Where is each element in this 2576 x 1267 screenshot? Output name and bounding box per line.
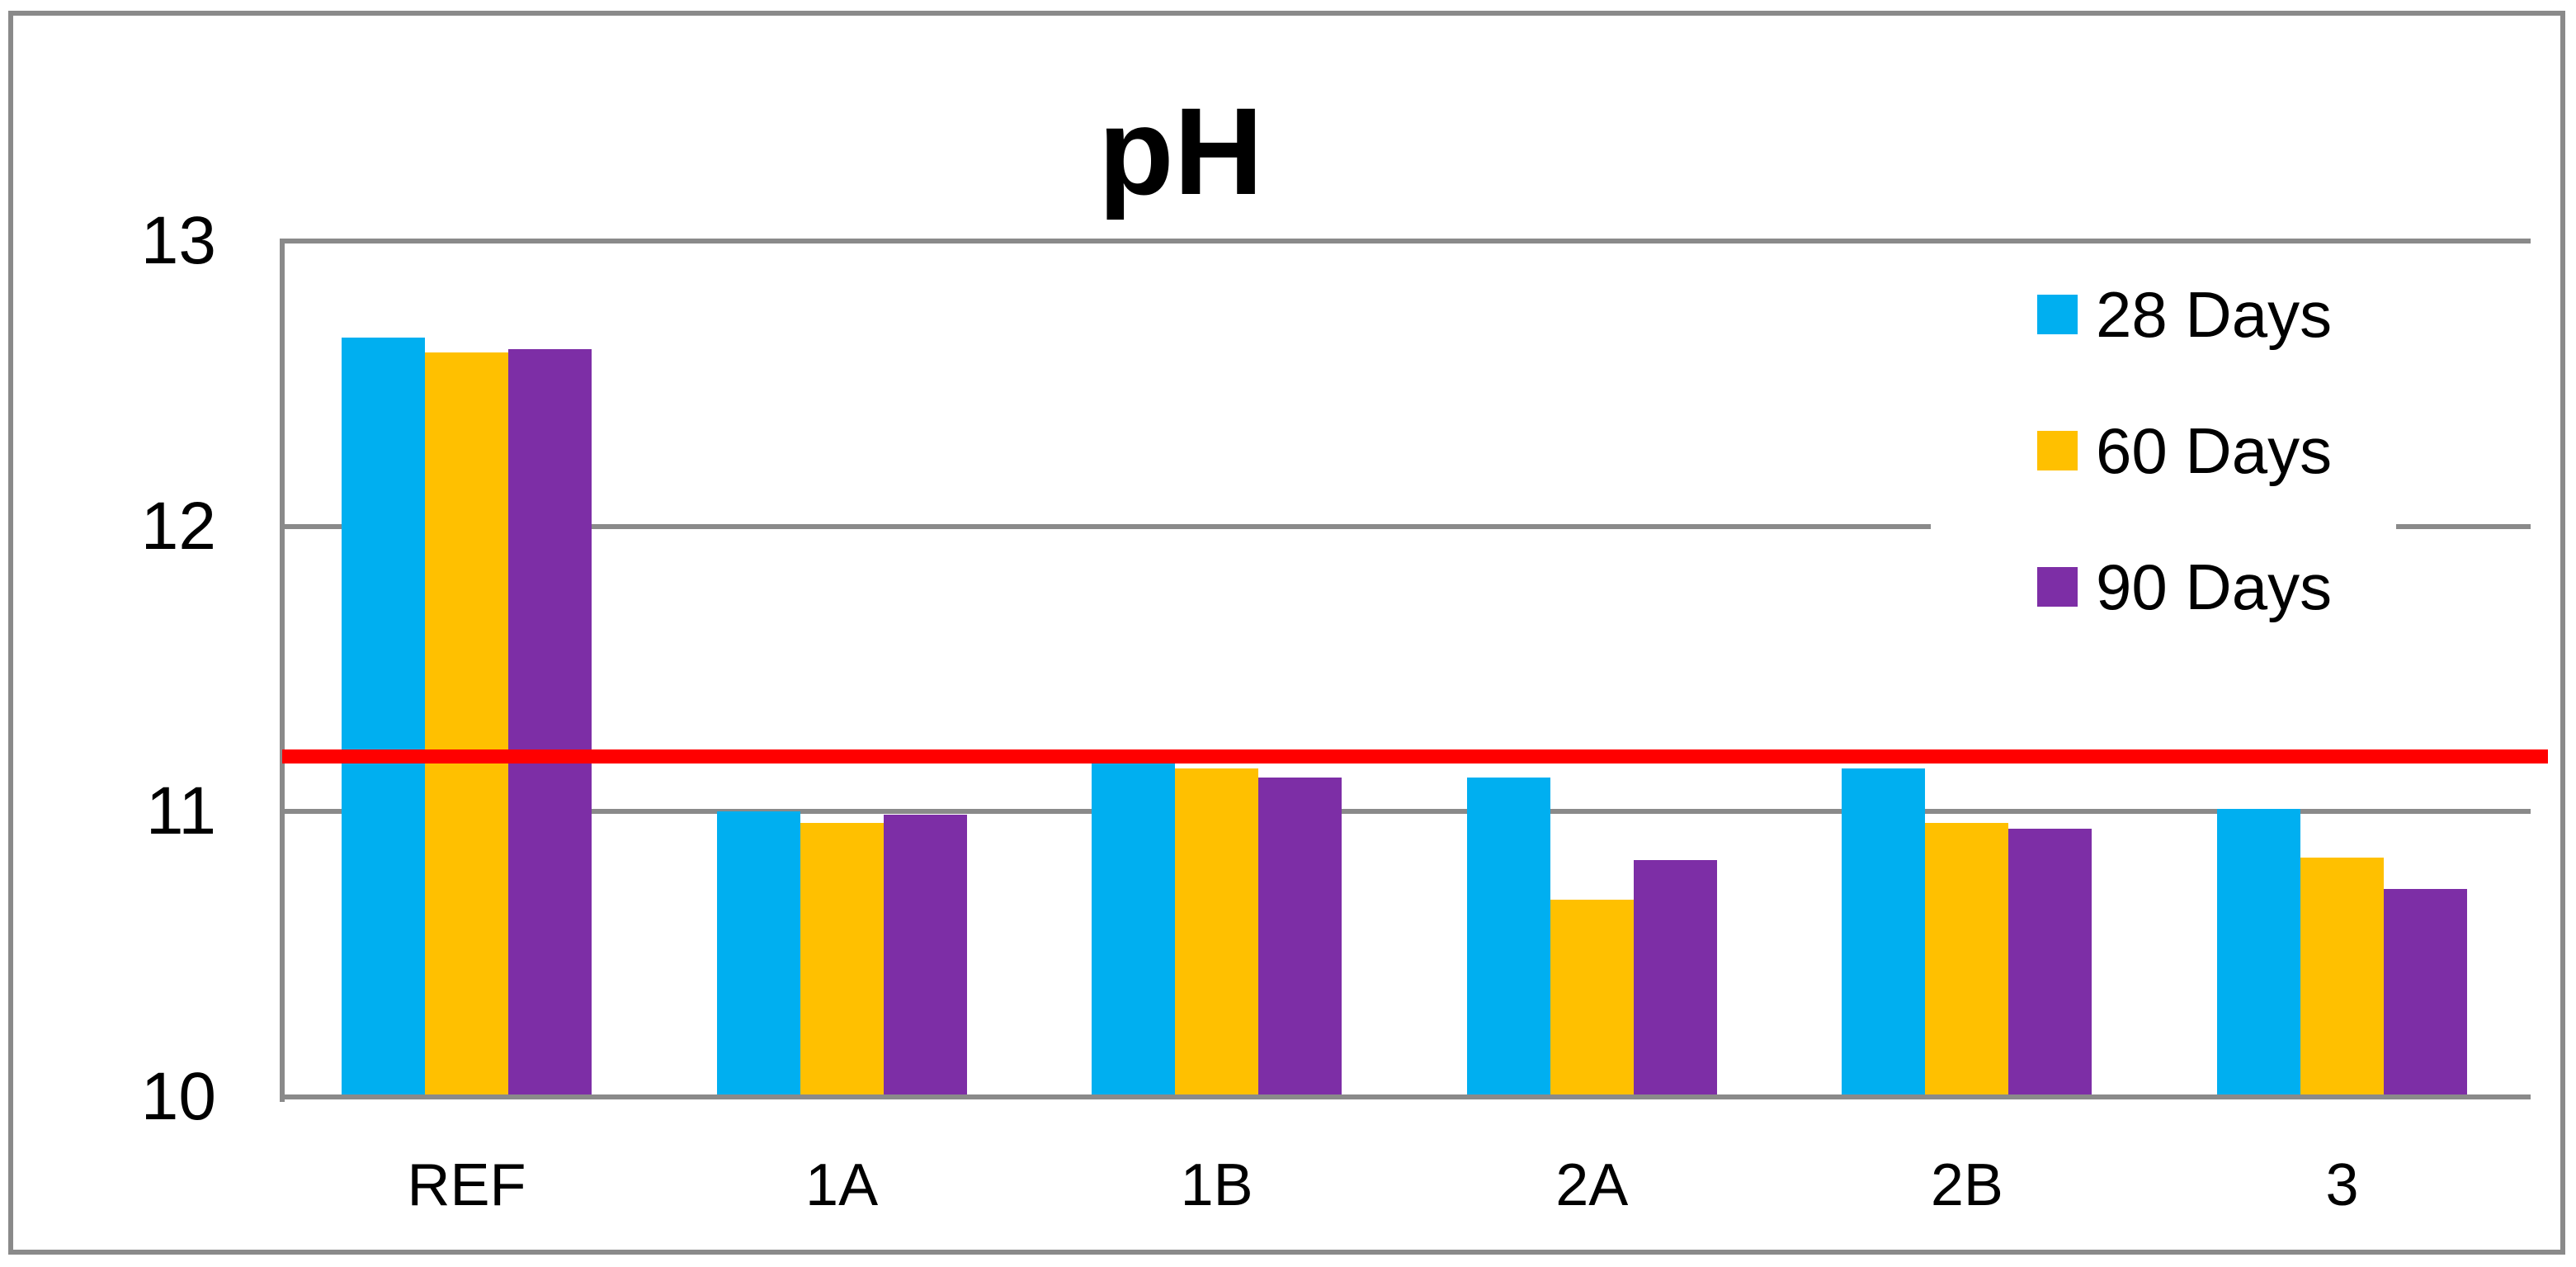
- bar-1b-60-days: [1175, 768, 1259, 1094]
- bar-ref-60-days: [425, 352, 508, 1094]
- bar-2a-28-days: [1466, 777, 1550, 1094]
- legend-swatch-28-days: [2037, 295, 2078, 334]
- bar-2b-90-days: [2008, 829, 2092, 1094]
- bar-2b-60-days: [1925, 823, 2009, 1094]
- bar-3-90-days: [2384, 888, 2467, 1094]
- x-label-1b: 1B: [1180, 1152, 1253, 1218]
- bar-1b-90-days: [1258, 777, 1342, 1094]
- legend-swatch-60-days: [2037, 431, 2078, 470]
- gridline-13: [282, 238, 2531, 243]
- bar-1a-28-days: [716, 811, 800, 1094]
- legend-swatch-90-days: [2037, 567, 2078, 607]
- bar-1b-28-days: [1092, 763, 1176, 1094]
- gridline-11: [282, 809, 2531, 815]
- x-axis-line: [282, 1094, 2531, 1099]
- bar-ref-90-days: [508, 349, 592, 1094]
- legend-label-60-days: 60 Days: [2096, 414, 2333, 487]
- y-axis-line: [280, 238, 285, 1102]
- bar-2a-90-days: [1633, 860, 1717, 1094]
- y-tick-label-12: 12: [140, 488, 216, 564]
- x-label-1a: 1A: [805, 1152, 879, 1218]
- x-label-3: 3: [2325, 1152, 2359, 1218]
- x-label-2b: 2B: [1930, 1152, 2003, 1218]
- legend-label-90-days: 90 Days: [2096, 551, 2333, 623]
- chart-title: pH: [1098, 82, 1263, 220]
- bar-2b-28-days: [1842, 768, 1926, 1094]
- bar-2a-60-days: [1550, 900, 1634, 1094]
- bar-1a-90-days: [883, 814, 967, 1094]
- y-tick-label-13: 13: [140, 202, 216, 278]
- bar-3-60-days: [2300, 857, 2384, 1094]
- x-label-2a: 2A: [1555, 1152, 1629, 1218]
- bar-ref-28-days: [342, 338, 425, 1094]
- y-tick-label-11: 11: [145, 773, 216, 849]
- y-tick-label-10: 10: [140, 1059, 216, 1134]
- bar-3-28-days: [2217, 808, 2300, 1094]
- bar-1a-60-days: [800, 823, 884, 1094]
- gridline-12: [282, 523, 2531, 529]
- x-label-ref: REF: [407, 1152, 526, 1218]
- legend: [1931, 258, 2396, 631]
- reference-line: [282, 749, 2548, 764]
- legend-label-28-days: 28 Days: [2096, 278, 2333, 351]
- figure-border: [8, 11, 2565, 1255]
